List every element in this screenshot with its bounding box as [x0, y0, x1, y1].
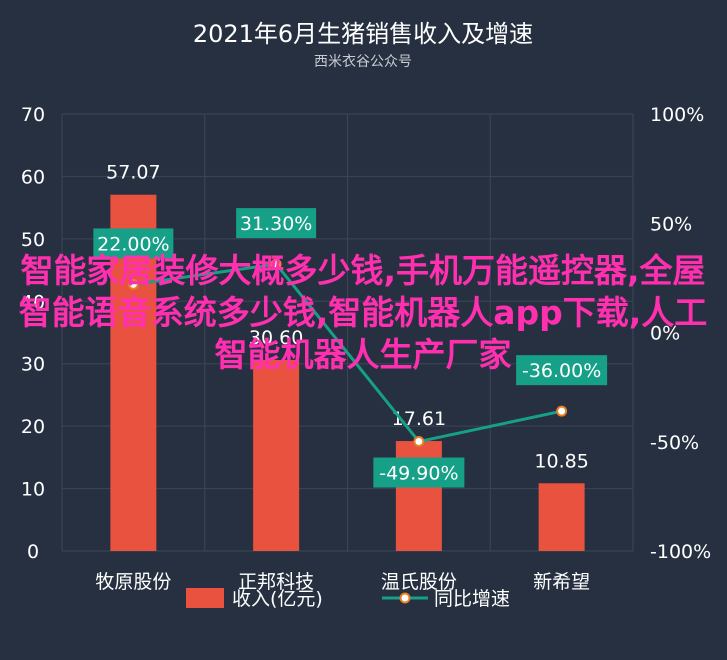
x-tick-label: 正邦科技: [238, 571, 314, 593]
bar-data-label: 57.07: [106, 162, 160, 184]
legend-marker: [399, 592, 411, 604]
y-left-tick-label: 50: [21, 229, 45, 251]
growth-line-path: [133, 262, 562, 444]
legend-label-line: 同比增速: [434, 588, 510, 610]
bar-data-label: 30.60: [249, 327, 303, 349]
y-right-tick-label: -100%: [650, 541, 711, 563]
x-tick-label: 新希望: [533, 571, 590, 593]
y-left-tick-label: 30: [21, 354, 45, 376]
y-left-tick-label: 60: [21, 166, 45, 188]
bar-data-label: 10.85: [534, 450, 588, 472]
legend-label-bar: 收入(亿元): [232, 588, 323, 610]
legend: 收入(亿元) 同比增速: [186, 588, 510, 610]
y-left-tick-label: 20: [21, 416, 45, 438]
y-left-tick-label: 40: [21, 291, 45, 313]
bar: [253, 359, 300, 551]
chart-title: 2021年6月生猪销售收入及增速: [193, 20, 533, 48]
growth-label-box: [93, 228, 174, 259]
y-left-tick-label: 70: [21, 104, 45, 126]
chart-subtitle: 西米衣谷公众号: [314, 54, 412, 70]
x-tick-label: 温氏股份: [381, 571, 457, 593]
bar: [538, 483, 585, 551]
y-left-tick-label: 10: [21, 479, 45, 501]
growth-marker: [270, 258, 282, 270]
growth-data-label: 22.00%: [97, 233, 169, 255]
growth-data-label: -36.00%: [522, 360, 601, 382]
x-tick-label: 牧原股份: [95, 571, 171, 593]
axes: 0 10 20 30 40 50 60 70 -100% -50% 0% 50% 100% 牧原股份 正邦科…: [21, 104, 711, 593]
y-right-tick-label: 50%: [650, 213, 692, 235]
growth-marker: [556, 405, 568, 417]
growth-marker: [413, 436, 425, 448]
y-right-tick-label: -50%: [650, 432, 699, 454]
y-left-tick-label: 0: [27, 541, 39, 563]
growth-marker: [127, 278, 139, 290]
y-right-tick-label: 0%: [650, 323, 680, 345]
growth-label-box: [236, 208, 317, 239]
growth-label-box: [516, 355, 608, 386]
legend-swatch-bar: [186, 588, 224, 608]
growth-line: 22.00% 31.30% -49.90% -36.00%: [93, 208, 608, 488]
y-right-tick-label: 100%: [650, 104, 704, 126]
growth-label-box: [373, 457, 465, 488]
growth-data-label: 31.30%: [240, 213, 312, 235]
growth-data-label: -49.90%: [379, 463, 458, 485]
